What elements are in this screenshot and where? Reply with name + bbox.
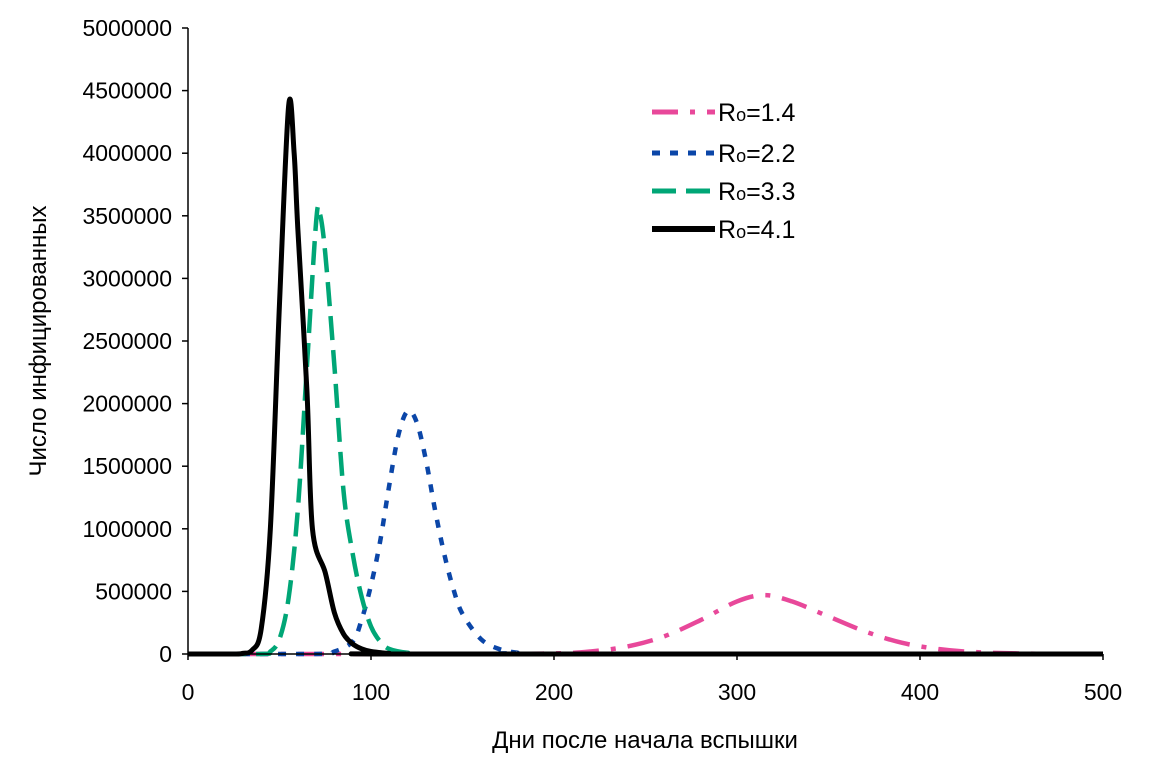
x-tick-label: 0 [182,679,195,705]
y-tick-label: 1500000 [82,453,172,479]
x-tick-label: 100 [352,679,390,705]
legend-item: Ro=2.2 [652,140,795,168]
y-tick-label: 5000000 [82,15,172,41]
x-tick-label: 300 [718,679,756,705]
legend: Ro=1.4 Ro=2.2 Ro=3.3 Ro=4.1 [652,99,796,244]
y-tick-label: 0 [159,641,172,667]
y-tick-label: 4500000 [82,78,172,104]
y-tick-label: 3000000 [82,265,172,291]
legend-label: Ro=3.3 [718,178,795,206]
y-tick-label: 1000000 [82,516,172,542]
axes: 0 500000 1000000 1500000 2000000 2500000 30000… [82,15,1122,705]
y-tick-label: 3500000 [82,203,172,229]
series-line-r3-3 [188,203,1103,657]
y-tick-label: 500000 [95,578,172,604]
legend-item: Ro=4.1 [652,216,795,244]
series-line-r2-2 [188,408,1103,657]
legend-label: Ro=2.2 [718,140,795,168]
x-tick-label: 200 [535,679,573,705]
y-tick-label: 4000000 [82,140,172,166]
y-tick-label: 2000000 [82,391,172,417]
legend-label: Ro=1.4 [718,99,796,127]
series-line-r1-4 [188,592,1104,657]
y-tick-label: 2500000 [82,328,172,354]
legend-item: Ro=1.4 [652,99,796,127]
x-tick-label: 400 [901,679,939,705]
y-axis-label: Число инфицированных [25,206,52,477]
x-axis-label: Дни после начала вспышки [492,727,798,754]
series-line-r4-1 [188,96,1103,657]
legend-label: Ro=4.1 [718,216,795,244]
legend-item: Ro=3.3 [652,178,795,206]
series-curves [188,96,1104,657]
x-tick-label: 500 [1084,679,1122,705]
